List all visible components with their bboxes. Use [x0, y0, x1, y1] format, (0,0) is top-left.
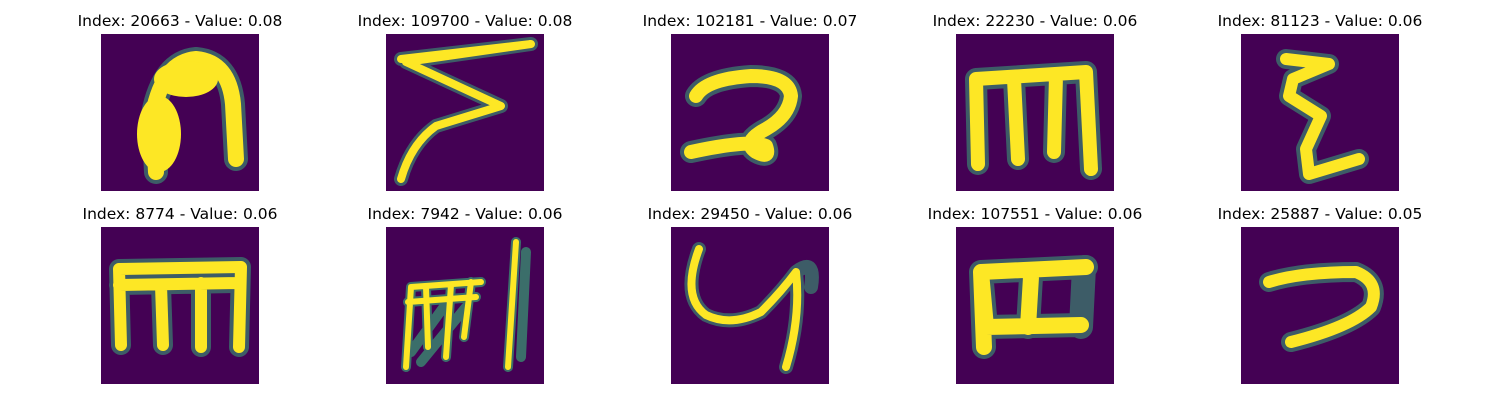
- panel-title: Index: 20663 - Value: 0.08: [77, 12, 283, 30]
- panel-title: Index: 25887 - Value: 0.05: [1217, 205, 1423, 223]
- character-image: [956, 227, 1114, 384]
- panel-7: Index: 7942 - Value: 0.06: [323, 205, 607, 395]
- panel-title: Index: 109700 - Value: 0.08: [357, 12, 573, 30]
- xi-shape-glyph: [1276, 49, 1369, 184]
- hook-7-glyph: [1259, 262, 1384, 352]
- character-image: [1241, 34, 1399, 191]
- panel-title: Index: 8774 - Value: 0.06: [82, 205, 278, 223]
- character-image: [386, 227, 544, 384]
- panel-3: Index: 102181 - Value: 0.07: [608, 12, 892, 202]
- character-image: [671, 34, 829, 191]
- m-shape-glyph: [109, 257, 251, 357]
- panel-5: Index: 81123 - Value: 0.06: [1178, 12, 1462, 202]
- character-image: [101, 227, 259, 384]
- panel-9: Index: 107551 - Value: 0.06: [893, 205, 1177, 395]
- character-image: [671, 227, 829, 384]
- character-image: [101, 34, 259, 191]
- panel-8: Index: 29450 - Value: 0.06: [608, 205, 892, 395]
- panel-6: Index: 8774 - Value: 0.06: [38, 205, 322, 395]
- m-shape-glyph: [969, 255, 1098, 359]
- panel-title: Index: 22230 - Value: 0.06: [932, 12, 1138, 30]
- character-image: [956, 34, 1114, 191]
- panel-2: Index: 109700 - Value: 0.08: [323, 12, 607, 202]
- looped-2-glyph: [680, 65, 802, 166]
- y-shape-glyph: [684, 242, 819, 374]
- m-shape-glyph: [965, 61, 1102, 180]
- zigzag-stroke-glyph: [394, 37, 538, 186]
- panel-title: Index: 29450 - Value: 0.06: [647, 205, 853, 223]
- panel-title: Index: 81123 - Value: 0.06: [1217, 12, 1423, 30]
- panel-10: Index: 25887 - Value: 0.05: [1178, 205, 1462, 395]
- scribbled-glyph: [401, 237, 531, 372]
- character-image: [386, 34, 544, 191]
- character-image: [1241, 227, 1399, 384]
- panel-title: Index: 107551 - Value: 0.06: [927, 205, 1143, 223]
- panel-title: Index: 102181 - Value: 0.07: [642, 12, 858, 30]
- panel-1: Index: 20663 - Value: 0.08: [38, 12, 322, 202]
- panel-4: Index: 22230 - Value: 0.06: [893, 12, 1177, 202]
- panel-title: Index: 7942 - Value: 0.06: [367, 205, 563, 223]
- arch-n-glyph: [137, 46, 248, 184]
